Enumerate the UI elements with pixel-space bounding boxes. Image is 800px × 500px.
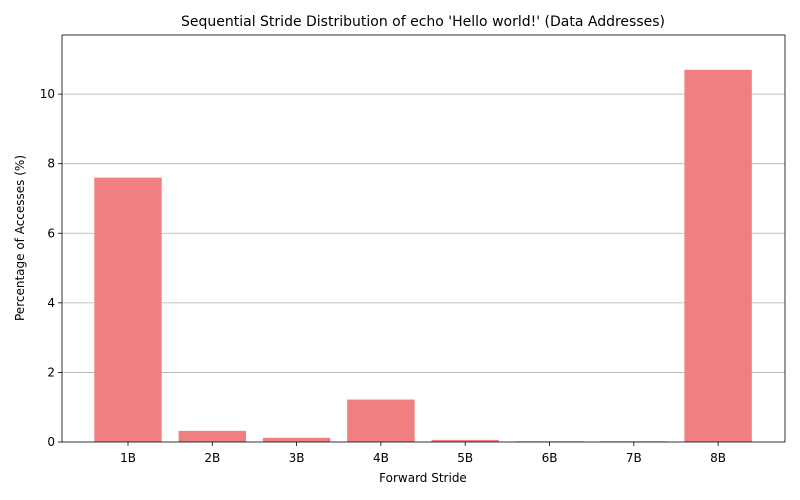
x-tick-label: 3B	[289, 451, 305, 465]
y-axis-label: Percentage of Accesses (%)	[13, 155, 27, 321]
bar-5b	[431, 439, 499, 442]
grid-layer	[62, 93, 785, 373]
bar-4b	[347, 399, 415, 442]
x-tick-label: 5B	[457, 451, 473, 465]
y-tick-label: 6	[47, 226, 55, 240]
x-axis-ticks: 1B 2B 3B 4B 5B 6B 7B 8B	[120, 442, 726, 465]
y-tick-label: 8	[47, 157, 55, 171]
plot-frame	[61, 34, 786, 443]
x-axis-label: Forward Stride	[379, 471, 467, 485]
bar-2b	[178, 430, 247, 442]
bar-8b	[684, 69, 752, 443]
bar-1b	[94, 177, 162, 442]
y-tick-label: 4	[47, 296, 55, 310]
bar-3b	[262, 437, 331, 442]
y-tick-label: 2	[47, 365, 55, 379]
y-tick-label: 0	[47, 435, 55, 449]
bar-layer	[94, 69, 752, 443]
chart-title: Sequential Stride Distribution of echo '…	[181, 14, 665, 30]
x-tick-label: 8B	[710, 451, 726, 465]
x-tick-label: 1B	[120, 451, 136, 465]
x-tick-label: 6B	[542, 451, 558, 465]
x-tick-label: 7B	[626, 451, 642, 465]
y-axis-ticks: 0 2 4 6 8 10	[40, 87, 62, 449]
y-tick-label: 10	[40, 87, 55, 101]
x-tick-label: 2B	[204, 451, 220, 465]
x-tick-label: 4B	[373, 451, 389, 465]
